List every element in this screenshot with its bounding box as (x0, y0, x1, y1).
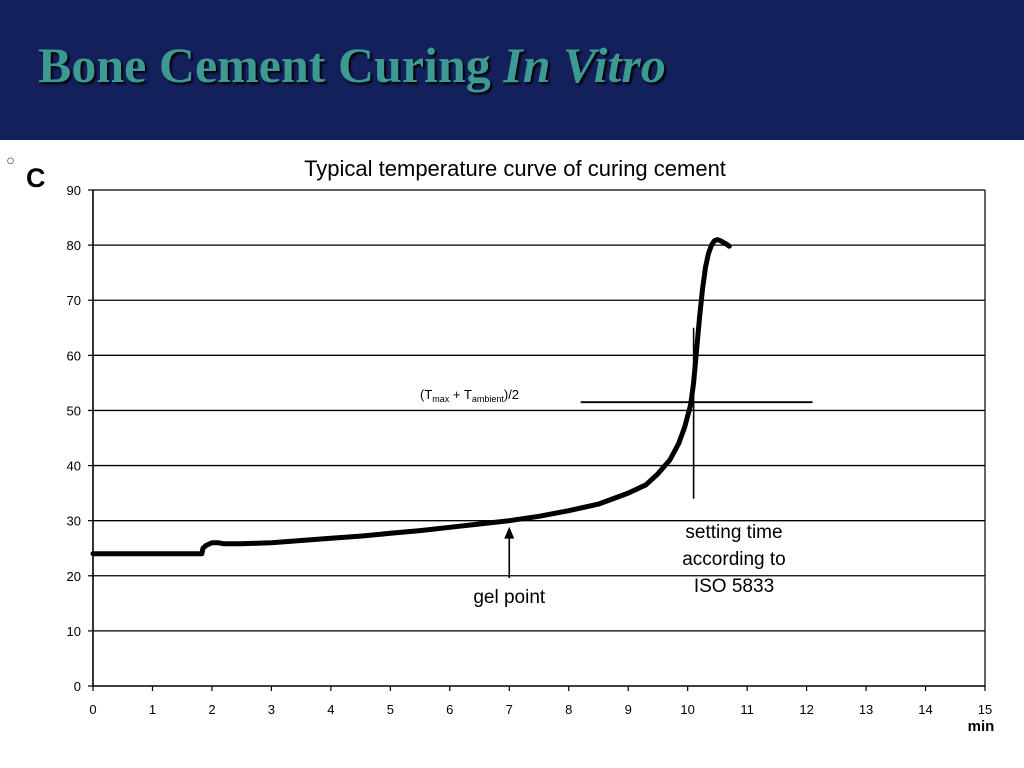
y-tick-label: 30 (67, 514, 81, 529)
temperature-curve (90, 237, 732, 557)
x-tick-label: 10 (680, 702, 694, 717)
y-tick-label: 90 (67, 183, 81, 198)
x-tick-label: 9 (625, 702, 632, 717)
temperature-chart: C Typical temperature curve of curing ce… (26, 156, 995, 735)
x-tick-label: 14 (918, 702, 932, 717)
setting-time-label: setting time (685, 522, 782, 543)
y-tick-label: 20 (67, 569, 81, 584)
x-tick-label: 15 (978, 702, 992, 717)
x-tick-label: 2 (208, 702, 215, 717)
reference-label: (Tmax + Tambient)/2 (420, 387, 519, 404)
y-tick-label: 40 (67, 459, 81, 474)
x-axis-label: min (968, 718, 995, 735)
y-tick-label: 60 (67, 348, 81, 363)
slide-header: Bone Cement Curing In Vitro (0, 0, 1024, 140)
slide-title-main: Bone Cement Curing (38, 37, 491, 93)
y-tick-label: 50 (67, 403, 81, 418)
y-tick-label: 80 (67, 238, 81, 253)
gel-point-label: gel point (473, 587, 546, 608)
setting-time-label: ISO 5833 (694, 576, 774, 597)
y-tick-label: 0 (74, 679, 81, 694)
x-tick-label: 0 (89, 702, 96, 717)
y-tick-label: 70 (67, 293, 81, 308)
y-unit-label: C (26, 163, 46, 193)
x-tick-label: 3 (268, 702, 275, 717)
x-tick-label: 8 (565, 702, 572, 717)
slide-title-italic: In Vitro (503, 37, 666, 93)
setting-time-label: according to (682, 549, 786, 570)
x-tick-label: 12 (799, 702, 813, 717)
y-tick-label: 10 (67, 624, 81, 639)
gel-point-arrow-head (504, 526, 515, 539)
x-tick-label: 7 (506, 702, 513, 717)
slide-title: Bone Cement Curing In Vitro (38, 30, 666, 100)
x-tick-label: 11 (740, 702, 754, 717)
x-tick-label: 5 (387, 702, 394, 717)
chart-title: Typical temperature curve of curing ceme… (304, 156, 726, 181)
x-tick-label: 6 (446, 702, 453, 717)
bullet-icon: ◦ (4, 150, 17, 175)
x-tick-label: 1 (149, 702, 156, 717)
x-tick-label: 4 (327, 702, 334, 717)
x-tick-label: 13 (859, 702, 873, 717)
